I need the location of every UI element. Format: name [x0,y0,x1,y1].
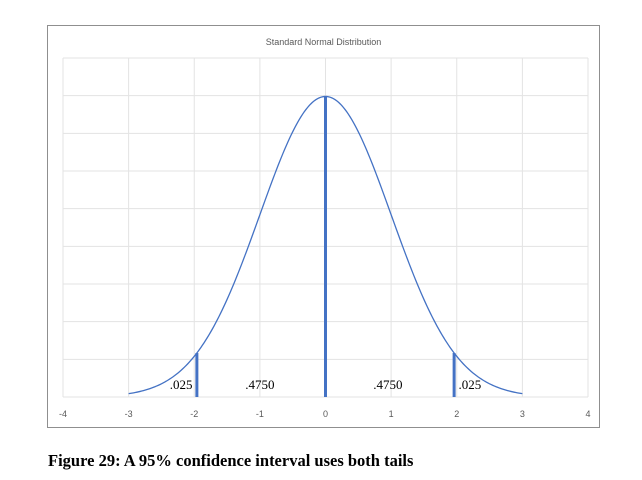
x-tick-label: -4 [59,409,67,419]
x-tick-label: -2 [190,409,198,419]
area-annotation: .025 [459,377,482,392]
x-tick-label: 1 [389,409,394,419]
area-annotation: .4750 [373,377,402,392]
figure-caption: Figure 29: A 95% confidence interval use… [48,451,414,470]
marker-layer [195,96,456,397]
x-tick-label: 0 [323,409,328,419]
chart-plot: -4 -3 -2 -1 0 1 2 3 4 .025 .4750 .4750 .025 [59,57,591,419]
curve-layer [128,95,523,395]
normal-curve-line [128,95,523,395]
area-annotations: .025 .4750 .4750 .025 [170,377,482,392]
x-tick-label: -1 [256,409,264,419]
area-annotation: .025 [170,377,193,392]
x-axis-tick-labels: -4 -3 -2 -1 0 1 2 3 4 [59,409,591,419]
x-tick-label: 3 [520,409,525,419]
x-tick-label: -3 [125,409,133,419]
chart-frame: Standard Normal Distribution -4 -3 -2 -1 0 1 2… [47,25,600,428]
x-tick-label: 4 [585,409,590,419]
area-annotation: .4750 [245,377,274,392]
x-tick-label: 2 [454,409,459,419]
chart-title: Standard Normal Distribution [265,37,382,47]
